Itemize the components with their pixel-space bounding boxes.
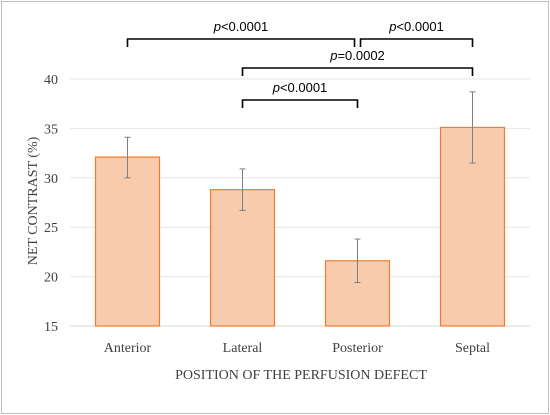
error-bar-septal [469, 91, 476, 164]
significance-bracket: p<0.0001 [126, 19, 356, 47]
y-tick-label: 30 [44, 172, 58, 187]
error-bar-anterior [124, 136, 131, 179]
error-bar-posterior [354, 238, 361, 284]
y-tick-labels: 15 20 25 30 35 40 [44, 73, 58, 335]
p-value-label: p<0.0001 [388, 19, 444, 34]
error-bar-lateral [239, 168, 246, 211]
significance-bracket: p<0.0001 [359, 19, 474, 47]
x-tick-label: Posterior [332, 341, 383, 356]
significance-bracket: p=0.0002 [241, 48, 474, 76]
x-tick-label: Anterior [104, 341, 152, 356]
x-axis-title: POSITION OF THE PERFUSION DEFECT [175, 368, 427, 383]
bar-anterior [94, 156, 161, 327]
error-bars [124, 91, 476, 284]
x-tick-label: Septal [455, 341, 490, 356]
y-tick-label: 20 [44, 271, 58, 286]
y-axis-title: NET CONTRAST (%) [26, 136, 41, 265]
y-tick-label: 40 [44, 73, 58, 88]
y-tick-label: 15 [44, 320, 58, 335]
significance-bracket: p<0.0001 [241, 80, 359, 108]
x-tick-labels: Anterior Lateral Posterior Septal [104, 341, 490, 356]
x-tick-label: Lateral [223, 341, 263, 356]
y-tick-label: 25 [44, 221, 58, 236]
p-value-label: p=0.0002 [329, 48, 385, 63]
bar-lateral [209, 189, 276, 327]
p-value-label: p<0.0001 [213, 19, 269, 34]
p-value-label: p<0.0001 [272, 80, 328, 95]
y-tick-label: 35 [44, 122, 58, 137]
